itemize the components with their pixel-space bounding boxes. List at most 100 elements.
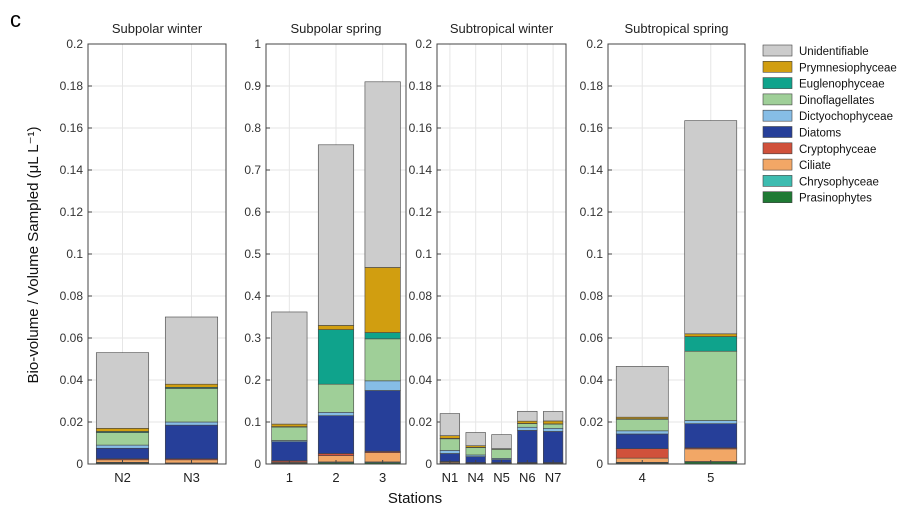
bar-segment-unidentifiable bbox=[95, 352, 150, 429]
legend-swatch bbox=[762, 191, 793, 203]
bar-segment-unidentifiable bbox=[271, 311, 308, 425]
bar-segment-dictyochophyceae bbox=[95, 444, 150, 449]
legend-swatch bbox=[762, 175, 793, 187]
y-tick-label: 0.5 bbox=[244, 247, 261, 261]
bar-segment-dinoflagellates bbox=[684, 350, 738, 421]
y-tick-label: 0.2 bbox=[244, 373, 261, 387]
y-tick-label: 0.18 bbox=[409, 79, 433, 93]
bar-segment-dinoflagellates bbox=[164, 388, 219, 423]
y-tick-label: 0.02 bbox=[409, 415, 433, 429]
panel-1: 0 0.02 0.04 0.06 0.08 0.1 0.12 0.14 0.16 0.18 0.2 N… bbox=[60, 21, 227, 485]
bar-segment-dinoflagellates bbox=[465, 447, 486, 456]
y-tick-label: 0.3 bbox=[244, 331, 261, 345]
x-tick-label: N4 bbox=[467, 470, 484, 485]
y-tick-label: 0.08 bbox=[409, 289, 433, 303]
bar-segment-unidentifiable bbox=[684, 120, 738, 335]
bar-segment-dictyochophyceae bbox=[439, 450, 461, 454]
legend-swatch bbox=[762, 158, 793, 171]
y-tick-label: 0.06 bbox=[580, 331, 604, 345]
y-tick-label: 0.1 bbox=[586, 247, 603, 261]
bar-segment-prymnesiophyceae bbox=[364, 267, 401, 333]
axes-frame bbox=[607, 43, 746, 465]
x-tick-label: 3 bbox=[379, 470, 386, 485]
x-tick-label: 4 bbox=[639, 470, 646, 485]
panel-title: Subtropical winter bbox=[450, 21, 554, 36]
y-tick-label: 0.04 bbox=[409, 373, 433, 387]
y-tick-label: 0.02 bbox=[60, 415, 84, 429]
axes-frame bbox=[265, 43, 407, 465]
bar-segment-dictyochophyceae bbox=[542, 427, 564, 432]
bar-segment-unidentifiable bbox=[364, 81, 401, 268]
y-tick-label: 0.2 bbox=[415, 37, 432, 51]
bar-segment-prymnesiophyceae bbox=[542, 420, 564, 425]
y-tick-label: 0.8 bbox=[244, 121, 261, 135]
y-tick-label: 0.02 bbox=[580, 415, 604, 429]
bar-segment-euglenophyceae bbox=[684, 336, 738, 352]
bar-segment-unidentifiable bbox=[439, 413, 461, 436]
y-tick-label: 0.18 bbox=[580, 79, 604, 93]
bar-segment-unidentifiable bbox=[317, 144, 355, 326]
y-tick-label: 0 bbox=[76, 457, 83, 471]
panel-2: 0 0.1 0.2 0.3 0.4 0.5 0.6 0.7 0.8 0.9 1 1 2 3 Subpolar… bbox=[244, 21, 407, 485]
y-tick-label: 0.1 bbox=[66, 247, 83, 261]
y-tick-label: 0.4 bbox=[244, 289, 261, 303]
legend-label: Prymnesiophyceae bbox=[799, 62, 897, 74]
y-tick-label: 0 bbox=[254, 457, 261, 471]
bar-segment-diatoms bbox=[684, 423, 738, 449]
y-tick-label: 0.16 bbox=[60, 121, 84, 135]
chart-panels: 00.020.040.060.080.10.120.140.160.180.2N… bbox=[60, 21, 746, 485]
bar-segment-dictyochophyceae bbox=[684, 420, 738, 424]
bar-segment-diatoms bbox=[95, 447, 150, 460]
y-tick-label: 0.04 bbox=[60, 373, 84, 387]
legend-swatch bbox=[762, 126, 793, 138]
legend: Unidentifiable Prymnesiophyceae Euglenophy… bbox=[759, 42, 919, 213]
x-tick-label: N1 bbox=[442, 470, 459, 485]
bar-segment-diatoms bbox=[364, 390, 401, 452]
bar-segment-diatoms bbox=[271, 441, 308, 461]
y-tick-label: 0.2 bbox=[66, 37, 83, 51]
bar-segment-prymnesiophyceae bbox=[517, 420, 538, 424]
bar-segment-dinoflagellates bbox=[317, 383, 355, 413]
y-tick-label: 0 bbox=[425, 457, 432, 471]
bar-segment-euglenophyceae bbox=[364, 332, 401, 340]
legend-label: Dictyochophyceae bbox=[799, 111, 893, 123]
legend-label: Prasinophytes bbox=[799, 193, 872, 205]
y-tick-label: 0 bbox=[596, 457, 603, 471]
bar-segment-dinoflagellates bbox=[517, 423, 538, 428]
y-tick-label: 0.1 bbox=[244, 415, 261, 429]
bar-segment-unidentifiable bbox=[517, 410, 538, 422]
y-tick-label: 0.2 bbox=[586, 37, 603, 51]
legend-label: Cryptophyceae bbox=[799, 144, 876, 156]
legend-swatch bbox=[762, 77, 793, 89]
y-tick-label: 0.14 bbox=[580, 163, 604, 177]
panel-title: Subpolar spring bbox=[290, 21, 381, 36]
y-tick-label: 0.18 bbox=[60, 79, 84, 93]
x-tick-label: 5 bbox=[707, 470, 714, 485]
panel-title: Subtropical spring bbox=[624, 21, 728, 36]
panel-title: Subpolar winter bbox=[112, 21, 203, 36]
y-tick-label: 0.14 bbox=[60, 163, 84, 177]
x-tick-label: N3 bbox=[183, 470, 200, 485]
bar-segment-dinoflagellates bbox=[271, 426, 308, 441]
legend-label: Dinoflagellates bbox=[799, 95, 875, 107]
legend-swatch bbox=[762, 93, 793, 106]
y-tick-label: 0.16 bbox=[580, 121, 604, 135]
legend-label: Euglenophyceae bbox=[799, 79, 885, 91]
bar-segment-diatoms bbox=[615, 433, 669, 449]
bar-segment-dictyochophyceae bbox=[615, 430, 669, 435]
y-tick-label: 0.16 bbox=[409, 121, 433, 135]
bar-segment-prymnesiophyceae bbox=[95, 427, 150, 432]
y-tick-label: 0.9 bbox=[244, 79, 261, 93]
y-axis-label: Bio-volume / Volume Sampled (μL L⁻¹) bbox=[25, 127, 42, 384]
bar-segment-dinoflagellates bbox=[439, 438, 461, 451]
bar-segment-dinoflagellates bbox=[491, 448, 512, 459]
y-tick-label: 0.7 bbox=[244, 163, 261, 177]
axes-frame bbox=[87, 43, 227, 465]
bar-segment-dinoflagellates bbox=[364, 338, 401, 382]
bar-segment-cryptophyceae bbox=[615, 448, 669, 459]
y-tick-label: 0.06 bbox=[409, 331, 433, 345]
y-tick-label: 0.08 bbox=[580, 289, 604, 303]
bar-segment-dictyochophyceae bbox=[364, 380, 401, 391]
x-tick-label: N6 bbox=[519, 470, 536, 485]
